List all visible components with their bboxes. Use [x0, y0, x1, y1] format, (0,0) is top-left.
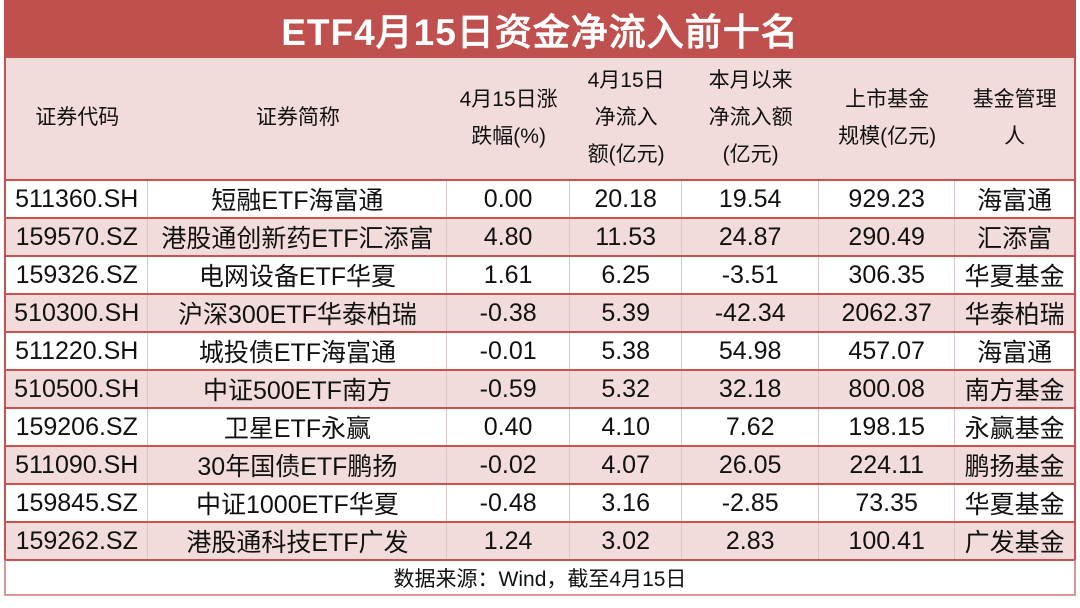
column-header-net-inflow: 4月15日 净流入 额(亿元) [587, 69, 665, 166]
cell-manager: 海富通 [977, 187, 1053, 215]
column-header-month-inflow: 本月以来 净流入额 (亿元) [708, 69, 793, 166]
cell-fund-size: 800.08 [819, 371, 956, 407]
cell-name: 中证1000ETF华夏 [148, 485, 448, 521]
cell-name: 港股通科技ETF广发 [148, 523, 448, 559]
cell-code: 159262.SZ [6, 523, 149, 559]
table-header-row: 证券代码 证券简称 4月15日涨 跌幅(%) 4月15日 净流入 额(亿元) 本… [6, 58, 1074, 179]
cell-change: 0.40 [447, 409, 570, 445]
cell-change: 1.61 [447, 257, 570, 293]
cell-fund-size: 457.07 [819, 333, 956, 369]
cell-change: -0.02 [447, 447, 570, 483]
cell-change: -0.38 [447, 295, 570, 331]
cell-fund-size: 2062.37 [819, 295, 956, 331]
cell-name: 中证500ETF南方 [148, 371, 448, 407]
cell-net-inflow: 20.18 [570, 181, 683, 217]
cell-manager: 海富通 [977, 339, 1053, 367]
cell-month-inflow: -2.85 [682, 485, 819, 521]
page-title: ETF4月15日资金净流入前十名 [281, 12, 799, 53]
cell-code: 159326.SZ [6, 257, 149, 293]
column-header-fund-size: 上市基金 规模(亿元) [838, 87, 937, 148]
cell-net-inflow: 5.39 [570, 295, 683, 331]
cell-manager: 汇添富 [977, 225, 1053, 253]
cell-fund-size: 290.49 [819, 219, 956, 255]
cell-code: 159845.SZ [6, 485, 149, 521]
cell-fund-size: 198.15 [819, 409, 956, 445]
column-header-name: 证券简称 [255, 106, 340, 130]
cell-name: 卫星ETF永赢 [148, 409, 448, 445]
cell-code: 511220.SH [6, 333, 149, 369]
cell-manager: 华夏基金 [964, 491, 1065, 519]
cell-manager: 永赢基金 [964, 415, 1065, 443]
cell-change: 4.80 [447, 219, 570, 255]
cell-change: 0.00 [447, 181, 570, 217]
cell-code: 511360.SH [6, 181, 149, 217]
cell-net-inflow: 4.07 [570, 447, 683, 483]
cell-name: 沪深300ETF华泰柏瑞 [148, 295, 448, 331]
cell-change: -0.48 [447, 485, 570, 521]
cell-month-inflow: -3.51 [682, 257, 819, 293]
cell-name: 电网设备ETF华夏 [148, 257, 448, 293]
cell-fund-size: 929.23 [819, 181, 956, 217]
column-header-manager: 基金管理 人 [972, 87, 1057, 148]
cell-code: 510500.SH [6, 371, 149, 407]
table-row: 511360.SH 短融ETF海富通 0.00 20.18 19.54 929.… [6, 179, 1074, 217]
table-sheet: ETF4月15日资金净流入前十名 证券代码 证券简称 4月15日涨 跌幅(%) … [4, 0, 1076, 596]
cell-net-inflow: 3.16 [570, 485, 683, 521]
table-row: 159326.SZ 电网设备ETF华夏 1.61 6.25 -3.51 306.… [6, 255, 1074, 293]
table-row: 511090.SH 30年国债ETF鹏扬 -0.02 4.07 26.05 22… [6, 445, 1074, 483]
cell-name: 港股通创新药ETF汇添富 [148, 219, 448, 255]
table-row: 159570.SZ 港股通创新药ETF汇添富 4.80 11.53 24.87 … [6, 217, 1074, 255]
cell-fund-size: 73.35 [819, 485, 956, 521]
cell-code: 510300.SH [6, 295, 149, 331]
data-source-note: 数据来源：Wind，截至4月15日 [4, 559, 1076, 596]
cell-change: 1.24 [447, 523, 570, 559]
table-row: 159262.SZ 港股通科技ETF广发 1.24 3.02 2.83 100.… [6, 521, 1074, 559]
table-row: 510300.SH 沪深300ETF华泰柏瑞 -0.38 5.39 -42.34… [6, 293, 1074, 331]
cell-net-inflow: 3.02 [570, 523, 683, 559]
table-row: 510500.SH 中证500ETF南方 -0.59 5.32 32.18 80… [6, 369, 1074, 407]
cell-fund-size: 306.35 [819, 257, 956, 293]
cell-month-inflow: 24.87 [682, 219, 819, 255]
cell-fund-size: 224.11 [819, 447, 956, 483]
column-header-code: 证券代码 [35, 106, 120, 130]
cell-month-inflow: 54.98 [682, 333, 819, 369]
cell-manager: 鹏扬基金 [964, 453, 1065, 481]
cell-month-inflow: -42.34 [682, 295, 819, 331]
table-row: 159206.SZ 卫星ETF永赢 0.40 4.10 7.62 198.15 … [6, 407, 1074, 445]
cell-month-inflow: 32.18 [682, 371, 819, 407]
cell-manager: 华夏基金 [964, 263, 1065, 291]
cell-name: 30年国债ETF鹏扬 [148, 447, 448, 483]
cell-code: 159570.SZ [6, 219, 149, 255]
cell-net-inflow: 11.53 [570, 219, 683, 255]
cell-change: -0.59 [447, 371, 570, 407]
column-header-change: 4月15日涨 跌幅(%) [459, 87, 558, 148]
cell-month-inflow: 26.05 [682, 447, 819, 483]
cell-name: 城投债ETF海富通 [148, 333, 448, 369]
cell-month-inflow: 7.62 [682, 409, 819, 445]
cell-net-inflow: 5.38 [570, 333, 683, 369]
cell-manager: 广发基金 [964, 529, 1065, 557]
cell-change: -0.01 [447, 333, 570, 369]
cell-manager: 南方基金 [964, 377, 1065, 405]
table-row: 159845.SZ 中证1000ETF华夏 -0.48 3.16 -2.85 7… [6, 483, 1074, 521]
table-title-bar: ETF4月15日资金净流入前十名 [4, 0, 1076, 58]
cell-month-inflow: 19.54 [682, 181, 819, 217]
etf-table: 证券代码 证券简称 4月15日涨 跌幅(%) 4月15日 净流入 额(亿元) 本… [4, 58, 1076, 559]
cell-net-inflow: 6.25 [570, 257, 683, 293]
cell-net-inflow: 4.10 [570, 409, 683, 445]
cell-manager: 华泰柏瑞 [964, 301, 1065, 329]
cell-net-inflow: 5.32 [570, 371, 683, 407]
cell-code: 511090.SH [6, 447, 149, 483]
table-row: 511220.SH 城投债ETF海富通 -0.01 5.38 54.98 457… [6, 331, 1074, 369]
cell-fund-size: 100.41 [819, 523, 956, 559]
cell-name: 短融ETF海富通 [148, 181, 448, 217]
cell-month-inflow: 2.83 [682, 523, 819, 559]
cell-code: 159206.SZ [6, 409, 149, 445]
